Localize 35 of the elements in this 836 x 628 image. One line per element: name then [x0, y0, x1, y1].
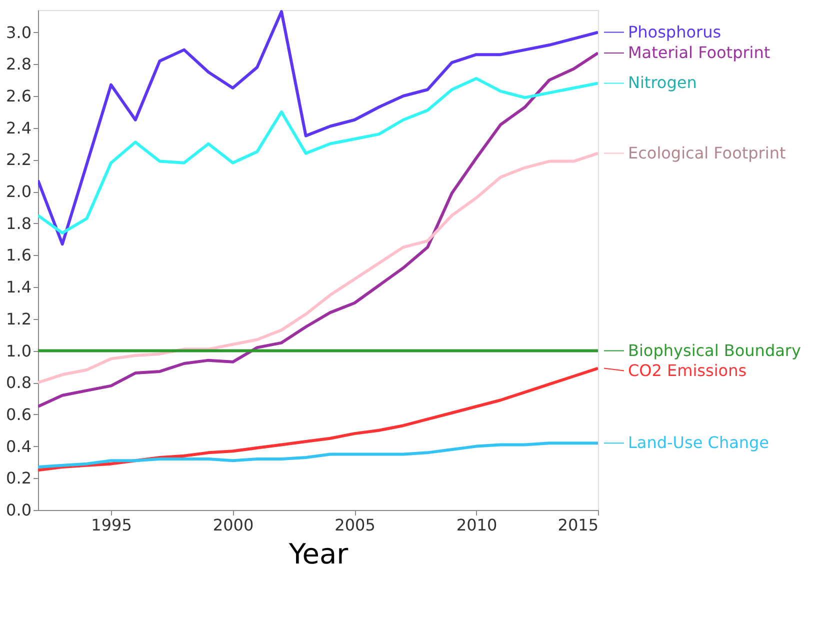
legend-label: CO2 Emissions — [628, 360, 747, 380]
y-tick-label: 0.8 — [6, 373, 32, 392]
legend-label: Nitrogen — [628, 73, 697, 92]
y-tick-label: 2.6 — [6, 86, 32, 106]
x-tick-label: 1995 — [91, 516, 132, 534]
y-tick-label: 2.0 — [6, 182, 32, 202]
y-tick-label: 2.8 — [6, 54, 32, 74]
line-series — [38, 366, 598, 472]
y-tick-label: 1.6 — [6, 246, 32, 265]
y-tick-label: 2.2 — [6, 150, 32, 170]
y-tick-label: 3.0 — [6, 22, 32, 42]
y-tick-label: 0.0 — [6, 500, 32, 520]
line-series — [38, 152, 598, 384]
y-tick-label: 1.2 — [6, 309, 32, 328]
line-series — [38, 76, 598, 234]
y-tick-label: 0.6 — [6, 404, 32, 424]
legend-label: Biophysical Boundary — [628, 340, 801, 360]
x-tick-label: 2005 — [334, 516, 376, 534]
y-tick-label: 1.8 — [6, 214, 32, 233]
y-tick-label: 0.2 — [6, 468, 32, 488]
y-tick-label: 1.4 — [6, 278, 32, 297]
x-tick-label: 2010 — [456, 516, 498, 534]
y-tick-label: 1.0 — [6, 341, 32, 360]
legend-label: Material Footprint — [628, 42, 770, 62]
legend-label: Ecological Footprint — [628, 143, 786, 162]
line-series — [38, 51, 598, 408]
y-tick-label: 0.4 — [6, 436, 32, 456]
x-axis-title: Year — [288, 538, 349, 570]
legend-label: Land-Use Change — [628, 433, 770, 452]
x-tick-label: 2015 — [558, 516, 598, 534]
legend-label: Phosphorus — [628, 22, 722, 42]
y-tick-label: 2.4 — [6, 118, 32, 138]
line-series — [38, 442, 598, 469]
line-series — [38, 10, 598, 246]
x-tick-label: 2000 — [212, 516, 254, 534]
